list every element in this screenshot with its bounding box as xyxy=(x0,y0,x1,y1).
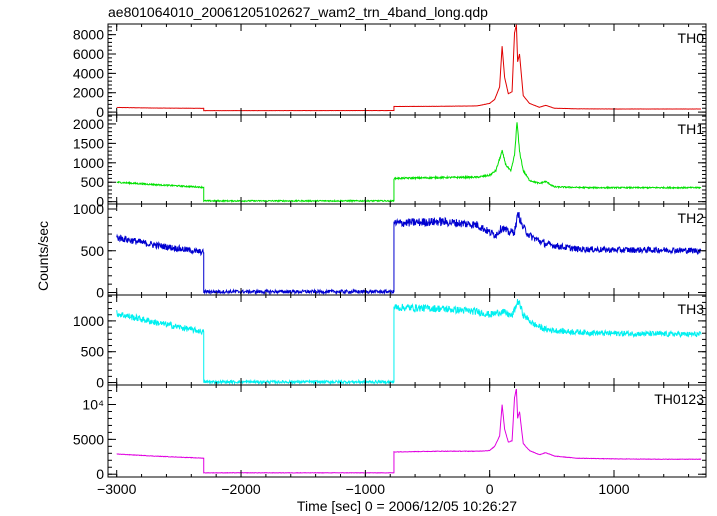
y-tick-label: 500 xyxy=(81,243,105,259)
panel-frame-TH0 xyxy=(107,23,707,116)
y-tick-label: 8000 xyxy=(73,27,104,43)
panel-label-TH0: TH0 xyxy=(678,30,705,46)
x-tick-label: −1000 xyxy=(346,481,386,497)
y-tick-label: 5000 xyxy=(73,431,104,447)
y-tick-label: 1000 xyxy=(73,201,104,217)
y-tick-label: 0 xyxy=(96,194,104,210)
x-tick-label: 1000 xyxy=(598,481,629,497)
panel-TH3: 0 500 1000 TH3 xyxy=(73,294,707,391)
y-tick-label: 2000 xyxy=(73,116,104,132)
panel-TH0123: 0 5000 10⁴ TH0123 −3000 −2000 −1000 0 1000 xyxy=(73,384,707,497)
y-tick-label: 0 xyxy=(96,284,104,300)
series-line-TH3 xyxy=(116,299,702,386)
x-axis-label: Time [sec] 0 = 2006/12/05 10:26:27 xyxy=(297,498,517,514)
series-line-TH0 xyxy=(116,24,702,112)
x-tick-label: −3000 xyxy=(97,481,137,497)
panel-TH2: 0 500 1000 TH2 xyxy=(73,201,707,300)
y-tick-label: 10⁴ xyxy=(82,397,104,413)
x-tick-label: 0 xyxy=(486,481,494,497)
y-tick-label: 0 xyxy=(96,104,104,120)
y-tick-label: 1500 xyxy=(73,135,104,151)
panel-frame-TH0123 xyxy=(107,384,707,478)
y-tick-label: 4000 xyxy=(73,65,104,81)
y-tick-label: 500 xyxy=(81,174,105,190)
y-tick-label: 2000 xyxy=(73,85,104,101)
y-tick-label: 500 xyxy=(81,344,105,360)
panel-label-TH3: TH3 xyxy=(678,301,705,317)
panel-frame-TH1 xyxy=(107,114,707,205)
y-tick-label: 0 xyxy=(96,466,104,482)
y-tick-label: 0 xyxy=(96,375,104,391)
series-line-TH0123 xyxy=(116,388,702,474)
y-tick-label: 1000 xyxy=(73,155,104,171)
series-line-TH2 xyxy=(116,212,702,296)
panel-label-TH0123: TH0123 xyxy=(654,391,704,407)
panel-TH1: 0 500 1000 1500 2000 TH1 xyxy=(73,114,707,210)
panel-TH0: 0 2000 4000 6000 8000 TH0 xyxy=(73,23,707,120)
y-tick-label: 6000 xyxy=(73,46,104,62)
y-axis-label: Counts/sec xyxy=(35,221,51,291)
panel-frame-TH3 xyxy=(107,294,707,386)
panel-label-TH1: TH1 xyxy=(678,121,705,137)
x-tick-label: −2000 xyxy=(221,481,261,497)
panel-label-TH2: TH2 xyxy=(678,210,705,226)
y-tick-label: 1000 xyxy=(73,313,104,329)
chart-title: ae801064010_20061205102627_wam2_trn_4ban… xyxy=(108,4,488,20)
series-line-TH1 xyxy=(116,122,702,203)
